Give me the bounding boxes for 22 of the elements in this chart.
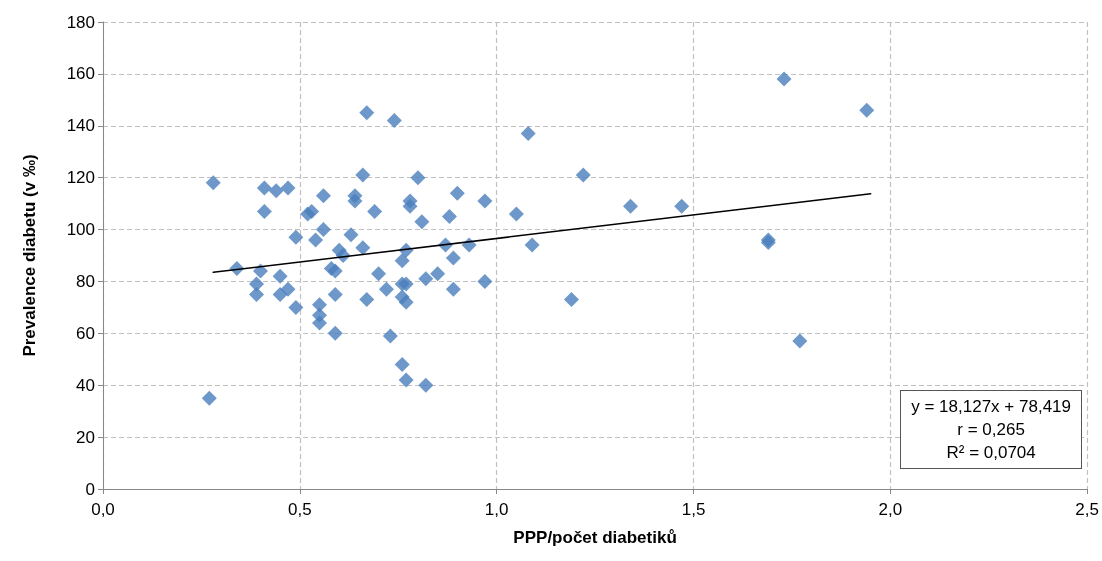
x-tick-label: 1,0: [484, 500, 509, 519]
y-tick-label: 40: [76, 375, 95, 395]
y-axis-title: Prevalence diabetu (v ‰): [20, 154, 39, 357]
x-tick-label: 2,0: [878, 500, 903, 519]
x-tick-label: 0,0: [91, 500, 115, 519]
x-tick-label: 0,5: [288, 500, 312, 519]
y-tick-label: 20: [76, 427, 95, 447]
y-tick-label: 80: [76, 271, 95, 291]
y-tick-label: 120: [66, 168, 95, 188]
y-tick-label: 180: [66, 12, 95, 32]
y-tick-label: 100: [66, 220, 95, 240]
annotation: r = 0,265: [956, 419, 1026, 441]
x-tick-label: 2,5: [1075, 500, 1099, 519]
text-box: y = 18,127x + 78,419 r = 0,265 R² = 0,0704: [900, 390, 1082, 469]
x-tick-label: 1,5: [681, 500, 706, 519]
y-tick-label: 0: [85, 479, 95, 499]
y-tick-label: 160: [66, 64, 95, 84]
x-axis-title: PPP/počet diabetiků: [513, 528, 677, 547]
y-tick-label: 140: [66, 116, 95, 136]
annotation: R² = 0,0704: [945, 442, 1037, 464]
annotation: y = 18,127x + 78,419: [911, 396, 1071, 418]
y-tick-label: 60: [76, 323, 95, 343]
